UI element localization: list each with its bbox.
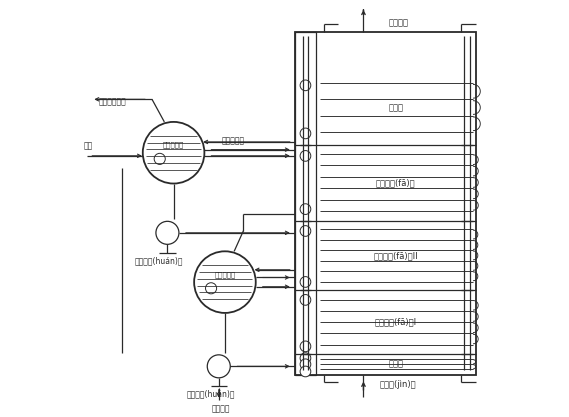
Circle shape <box>300 341 311 352</box>
Text: 低壓蒸汽包: 低壓蒸汽包 <box>163 142 184 148</box>
Circle shape <box>300 276 311 287</box>
Circle shape <box>205 283 217 294</box>
Circle shape <box>300 80 311 90</box>
Circle shape <box>300 128 311 139</box>
Text: 煙氣出口: 煙氣出口 <box>389 19 409 28</box>
Circle shape <box>300 204 311 214</box>
Text: 高壓蒸發(fā)器II: 高壓蒸發(fā)器II <box>373 251 418 260</box>
Circle shape <box>300 294 311 305</box>
Bar <box>295 32 316 374</box>
Text: 省煤器: 省煤器 <box>388 103 403 112</box>
Text: 過熱蒸汽: 過熱蒸汽 <box>212 404 230 413</box>
Circle shape <box>300 359 311 369</box>
Text: 熱水循環(huán)泵: 熱水循環(huán)泵 <box>186 390 235 399</box>
Text: 高壓蒸發(fā)器I: 高壓蒸發(fā)器I <box>375 318 417 327</box>
Bar <box>295 32 476 374</box>
Circle shape <box>156 221 179 244</box>
Text: 煙氣進(jìn)口: 煙氣進(jìn)口 <box>380 380 417 389</box>
Circle shape <box>300 226 311 236</box>
Circle shape <box>300 366 311 377</box>
Circle shape <box>300 151 311 161</box>
Circle shape <box>154 153 165 164</box>
Circle shape <box>194 251 255 313</box>
Text: 熱水循環(huán)泵: 熱水循環(huán)泵 <box>135 256 183 265</box>
Text: 高壓蒸汽包: 高壓蒸汽包 <box>215 271 236 278</box>
Text: 給水: 給水 <box>83 141 92 150</box>
Circle shape <box>143 122 204 183</box>
Circle shape <box>207 355 230 378</box>
Text: 過熱器: 過熱器 <box>388 360 403 369</box>
Text: 低壓蒸發(fā)器: 低壓蒸發(fā)器 <box>376 178 415 187</box>
Text: 除氧器給水: 除氧器給水 <box>221 136 245 145</box>
Circle shape <box>300 353 311 364</box>
Text: 低壓飽和蒸汽: 低壓飽和蒸汽 <box>98 97 126 106</box>
